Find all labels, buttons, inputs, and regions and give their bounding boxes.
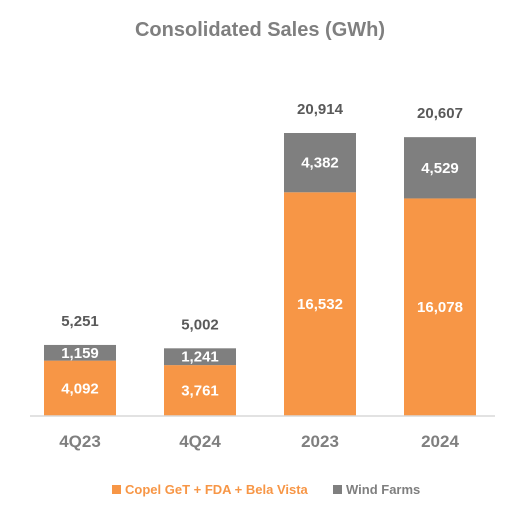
total-value-label: 5,002 — [181, 316, 219, 333]
segment-value-label: 16,532 — [297, 296, 343, 313]
legend: Copel GeT + FDA + Bela Vista Wind Farms — [112, 482, 420, 497]
legend-label-wind: Wind Farms — [346, 482, 420, 497]
segment-value-label: 4,529 — [421, 160, 459, 177]
segment-value-label: 4,092 — [61, 380, 99, 397]
segment-value-label: 3,761 — [181, 383, 219, 400]
bar-segment-wind-2024 — [404, 137, 476, 199]
segment-value-label: 4,382 — [301, 155, 339, 172]
bars-layer: 4,092 1,159 5,251 3,761 1,241 5,002 16,532 4,38… — [44, 101, 476, 416]
legend-swatch-copel — [112, 485, 121, 494]
legend-swatch-wind — [333, 485, 342, 494]
segment-value-label: 1,241 — [181, 349, 219, 366]
bar-segment-wind-4q23 — [44, 344, 116, 361]
segment-value-label: 1,159 — [61, 345, 99, 362]
category-labels: 4Q23 4Q24 2023 2024 — [59, 432, 459, 451]
bar-segment-copel-4q24 — [164, 365, 236, 416]
chart-title: Consolidated Sales (GWh) — [135, 19, 385, 41]
bar-segment-wind-4q24 — [164, 348, 236, 366]
category-label: 2023 — [301, 432, 339, 451]
category-label: 4Q23 — [59, 432, 101, 451]
bar-segment-copel-2024 — [404, 198, 476, 416]
bar-segment-copel-2023 — [284, 192, 356, 416]
total-value-label: 20,607 — [417, 105, 463, 122]
total-value-label: 5,251 — [61, 313, 99, 330]
bar-segment-wind-2023 — [284, 133, 356, 193]
total-value-label: 20,914 — [297, 101, 344, 118]
legend-label-copel: Copel GeT + FDA + Bela Vista — [125, 482, 309, 497]
category-label: 2024 — [421, 432, 459, 451]
bar-segment-copel-4q23 — [44, 360, 116, 416]
category-label: 4Q24 — [179, 432, 221, 451]
segment-value-label: 16,078 — [417, 299, 463, 316]
